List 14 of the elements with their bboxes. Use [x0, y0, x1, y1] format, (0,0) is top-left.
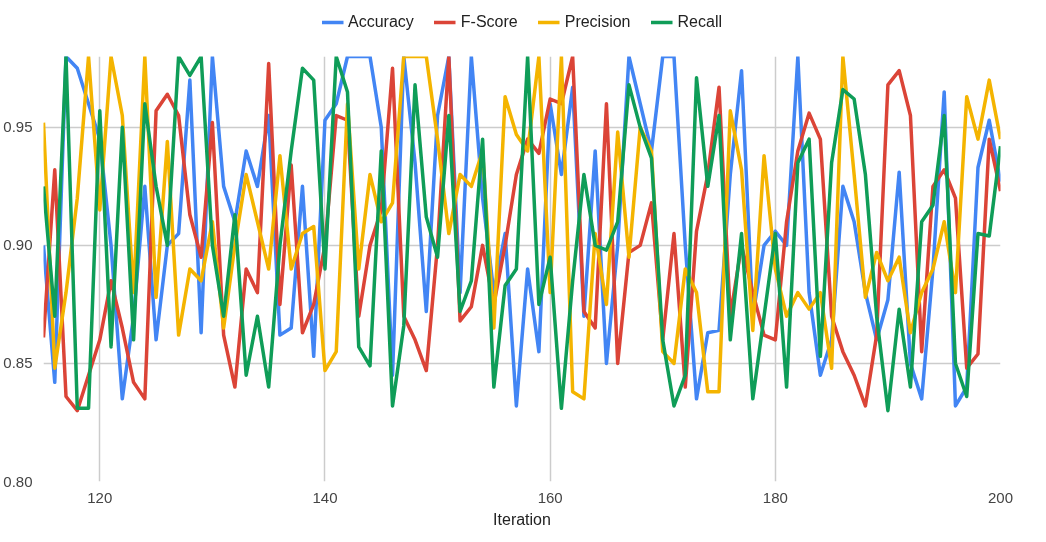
legend-label: F-Score — [460, 13, 518, 31]
x-tick-label: 180 — [762, 488, 788, 506]
y-tick-label: 0.85 — [3, 354, 33, 372]
legend-label: Precision — [564, 13, 631, 31]
legend-label: Recall — [677, 13, 722, 31]
x-tick-label: 160 — [537, 488, 563, 506]
x-tick-label: 120 — [87, 488, 113, 506]
x-tick-label: 200 — [987, 488, 1014, 506]
legend-label: Accuracy — [348, 13, 414, 31]
x-axis-title: Iteration — [493, 510, 551, 528]
y-tick-label: 0.80 — [3, 472, 33, 490]
y-tick-label: 0.95 — [3, 118, 33, 136]
y-tick-label: 0.90 — [3, 236, 33, 254]
x-tick-label: 140 — [312, 488, 338, 506]
